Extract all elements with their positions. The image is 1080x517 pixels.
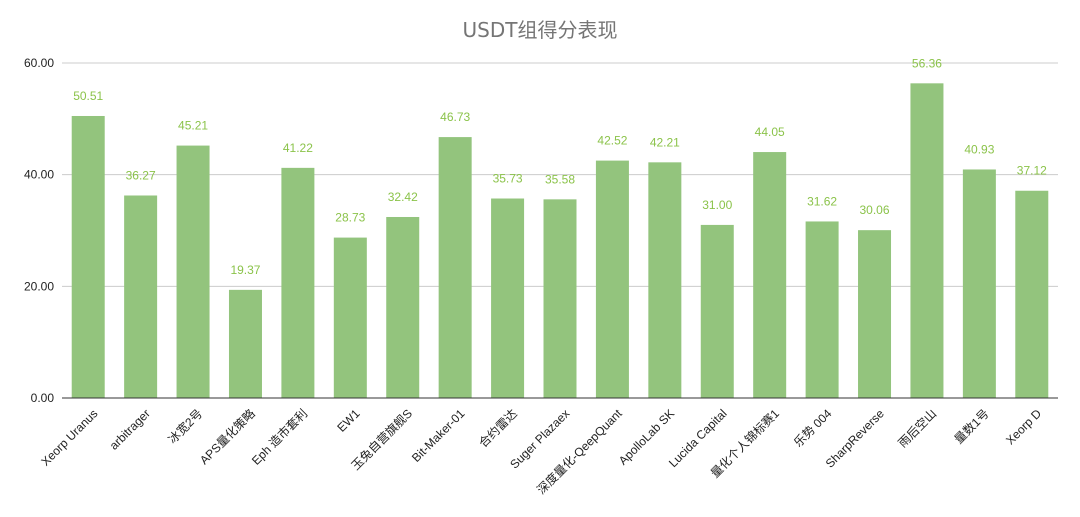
x-tick-label: Bit-Maker-01 (409, 406, 468, 465)
bar (71, 115, 105, 398)
bar (543, 199, 577, 398)
x-tick-label: 冰宽2号 (165, 406, 206, 447)
bar (281, 167, 315, 398)
data-label: 45.21 (178, 119, 208, 133)
data-label: 31.00 (702, 198, 732, 212)
data-label: 30.06 (860, 203, 890, 217)
data-label: 35.73 (493, 172, 523, 186)
data-label: 42.52 (597, 134, 627, 148)
x-tick-label: Xeorp Uranus (38, 406, 100, 468)
bar (858, 230, 892, 398)
data-label: 37.12 (1017, 164, 1047, 178)
y-tick-label: 20.00 (24, 279, 54, 293)
data-label: 28.73 (335, 211, 365, 225)
bar (1015, 190, 1049, 398)
x-tick-label: EW1 (334, 406, 363, 435)
bar (962, 169, 996, 398)
bar (753, 152, 787, 398)
data-label: 32.42 (388, 190, 418, 204)
bar (805, 221, 839, 398)
data-label: 35.58 (545, 172, 575, 186)
bar (700, 224, 734, 398)
x-tick-label: 深度量化-QeepQuant (534, 405, 626, 497)
bar (910, 83, 944, 398)
x-tick-label: 量数1号 (951, 406, 992, 447)
bar (124, 195, 158, 398)
x-tick-label: Eph 造市套利 (248, 406, 310, 468)
data-label: 19.37 (230, 263, 260, 277)
data-label: 42.21 (650, 135, 680, 149)
data-label: 46.73 (440, 110, 470, 124)
bar (595, 160, 629, 398)
y-tick-label: 40.00 (24, 168, 54, 182)
bar (333, 237, 367, 398)
data-label: 40.93 (964, 142, 994, 156)
data-label: 44.05 (755, 125, 785, 139)
x-tick-label: 乐势 004 (791, 406, 835, 450)
y-tick-label: 60.00 (24, 56, 54, 70)
chart-title: USDT组得分表现 (462, 18, 618, 42)
y-tick-label: 0.00 (31, 391, 55, 405)
x-tick-label: Xeorp D (1003, 406, 1044, 447)
bar (176, 145, 210, 398)
x-tick-label: arbitrager (107, 406, 153, 452)
data-label: 56.36 (912, 56, 942, 70)
x-tick-label: 雨后空山 (895, 406, 939, 450)
bar (386, 216, 420, 398)
data-label: 36.27 (126, 168, 156, 182)
data-label: 50.51 (73, 89, 103, 103)
bar (438, 137, 472, 399)
bar (491, 198, 525, 398)
data-label: 41.22 (283, 141, 313, 155)
bar (648, 162, 682, 398)
data-label: 31.62 (807, 194, 837, 208)
x-tick-label: 合约雷达 (475, 406, 520, 451)
bar (228, 289, 262, 398)
